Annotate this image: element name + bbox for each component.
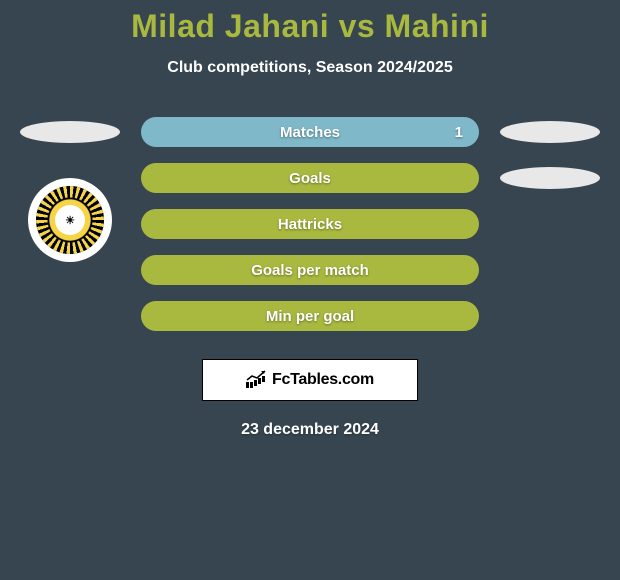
left-player-slot-0: [10, 121, 130, 143]
stat-bar-matches: Matches 1: [141, 117, 479, 147]
stat-row-gpm: Goals per match: [0, 255, 620, 285]
player-ellipse-icon: [20, 121, 120, 143]
club-badge-left: ☀: [28, 178, 112, 262]
stat-row-matches: Matches 1: [0, 117, 620, 147]
stat-bar-hattricks: Hattricks: [141, 209, 479, 239]
stat-bar-goals: Goals: [141, 163, 479, 193]
player-ellipse-icon: [500, 121, 600, 143]
right-player-slot-1: [490, 167, 610, 189]
date-text: 23 december 2024: [241, 421, 379, 439]
stat-label: Matches: [280, 124, 340, 141]
brand-box: FcTables.com: [202, 359, 418, 401]
stat-label: Hattricks: [278, 216, 342, 233]
player-ellipse-icon: [500, 167, 600, 189]
page-subtitle: Club competitions, Season 2024/2025: [167, 59, 452, 77]
brand-text: FcTables.com: [272, 371, 374, 389]
stat-value-right: 1: [455, 124, 463, 141]
stat-label: Min per goal: [266, 308, 354, 325]
stat-row-mpg: Min per goal: [0, 301, 620, 331]
stat-label: Goals: [289, 170, 331, 187]
stat-label: Goals per match: [251, 262, 369, 279]
stat-bar-mpg: Min per goal: [141, 301, 479, 331]
stat-bar-gpm: Goals per match: [141, 255, 479, 285]
brand-chart-icon: [246, 372, 266, 388]
page-title: Milad Jahani vs Mahini: [131, 8, 489, 45]
club-badge-rays-icon: [36, 186, 104, 254]
club-badge-inner: ☀: [36, 186, 104, 254]
right-player-slot-0: [490, 121, 610, 143]
